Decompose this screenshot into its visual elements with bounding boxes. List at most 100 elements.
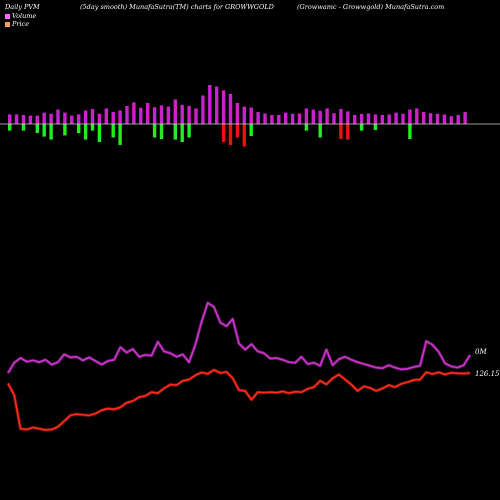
pvm-bar-up: [118, 110, 122, 124]
pvm-bar-up: [208, 85, 212, 124]
pvm-bar-up: [380, 115, 384, 124]
pvm-bar-up: [221, 90, 226, 124]
pvm-bar-up: [194, 108, 198, 124]
pvm-bar-up: [415, 108, 419, 124]
pvm-bar-up: [339, 109, 343, 124]
pvm-bar-down: [97, 124, 102, 142]
pvm-bar-up: [159, 105, 164, 124]
pvm-bar-up: [139, 107, 143, 124]
pvm-bar-up: [166, 106, 171, 124]
pvm-bar-up: [215, 86, 219, 124]
pvm-bar-up: [70, 115, 74, 124]
pvm-bar-up: [422, 112, 426, 124]
pvm-bar-up: [146, 103, 150, 124]
pvm-bar-up: [401, 113, 405, 124]
pvm-bar-up: [49, 113, 53, 124]
volume-swatch-icon: [5, 13, 10, 19]
series-end-labels: 0M 126.15: [475, 348, 500, 378]
pvm-bar-up: [249, 107, 253, 124]
pvm-bar-up: [14, 114, 19, 124]
pvm-bar-up: [428, 113, 433, 124]
pvm-bar-up: [325, 108, 329, 124]
legend: Volume Price: [5, 12, 36, 28]
pvm-bar-down: [304, 124, 309, 131]
pvm-bar-up: [435, 113, 440, 124]
pvm-bar-down: [83, 124, 88, 140]
pvm-bar-up: [263, 113, 267, 124]
pvm-bar-down: [118, 124, 122, 145]
pvm-bar-up: [8, 114, 12, 124]
pvm-bar-up: [35, 115, 39, 124]
pvm-bar-down: [187, 124, 191, 138]
pvm-bar-down: [49, 124, 53, 140]
pvm-bar-down: [21, 124, 26, 131]
pvm-bar-down: [159, 124, 164, 139]
pvm-bar-down: [408, 124, 412, 139]
pvm-bar-down: [339, 124, 343, 139]
pvm-bar-up: [235, 103, 240, 124]
pvm-bar-up: [373, 114, 378, 124]
legend-label-volume: Volume: [12, 12, 37, 20]
pvm-bar-up: [394, 112, 398, 124]
pvm-bar-down: [152, 124, 157, 138]
header-right: (Growwamc - Growwgold) MunafaSutra.com: [297, 3, 445, 11]
pvm-bar-down: [90, 124, 95, 131]
pvm-bar-down: [235, 124, 240, 138]
pvm-bar-down: [35, 124, 39, 133]
volume-line-glow: [6, 301, 472, 374]
pvm-bar-up: [63, 112, 67, 124]
legend-item-price: Price: [5, 20, 36, 28]
pvm-bar-down: [221, 124, 226, 142]
pvm-bar-up: [256, 112, 260, 124]
price-line: [7, 369, 471, 431]
pvm-bar-up: [125, 106, 129, 124]
pvm-bar-up: [290, 113, 295, 124]
pvm-bar-up: [366, 113, 371, 124]
price-swatch-icon: [5, 21, 10, 27]
pvm-bar-up: [332, 113, 336, 124]
pvm-bar-up: [97, 113, 102, 124]
pvm-bar-up: [277, 115, 281, 124]
volume-end-label: 0M: [475, 348, 487, 356]
pvm-bar-down: [346, 124, 350, 140]
pvm-bar-up: [456, 115, 460, 124]
pvm-bar-down: [249, 124, 253, 136]
pvm-bars: [8, 85, 467, 147]
pvm-bar-up: [28, 115, 33, 124]
pvm-bar-up: [304, 108, 309, 124]
pvm-bar-up: [449, 116, 453, 124]
pvm-bar-up: [242, 106, 246, 124]
pvm-bar-down: [318, 124, 322, 138]
legend-item-volume: Volume: [5, 12, 36, 20]
pvm-bar-up: [132, 102, 136, 124]
pvm-bar-up: [152, 107, 157, 124]
pvm-bar-up: [173, 99, 177, 124]
pvm-bar-down: [77, 124, 81, 133]
pvm-bar-up: [284, 112, 288, 124]
pvm-bar-down: [228, 124, 233, 145]
pvm-bar-up: [353, 115, 357, 124]
pvm-bar-down: [180, 124, 184, 142]
pvm-bar-down: [63, 124, 67, 136]
pvm-bar-up: [442, 114, 447, 124]
pvm-bar-down: [42, 124, 46, 137]
pvm-bar-up: [104, 108, 108, 124]
pvm-bar-up: [387, 114, 391, 124]
pvm-bar-down: [173, 124, 177, 140]
pvm-bar-up: [111, 112, 115, 124]
pvm-bar-up: [408, 109, 412, 124]
price-end-label: 126.15: [475, 370, 500, 378]
pvm-bar-up: [77, 114, 81, 124]
pvm-bar-up: [201, 95, 205, 124]
pvm-bar-up: [463, 112, 467, 124]
pvm-bar-up: [228, 94, 233, 124]
price-line-glow: [6, 368, 471, 432]
pvm-bar-up: [359, 113, 364, 124]
pvm-bar-up: [318, 110, 322, 124]
legend-label-price: Price: [12, 20, 30, 28]
pvm-bar-down: [8, 124, 12, 131]
header-left: Daily PVM: [5, 3, 40, 11]
series-lines: [6, 301, 472, 432]
pvm-bar-up: [21, 115, 26, 124]
